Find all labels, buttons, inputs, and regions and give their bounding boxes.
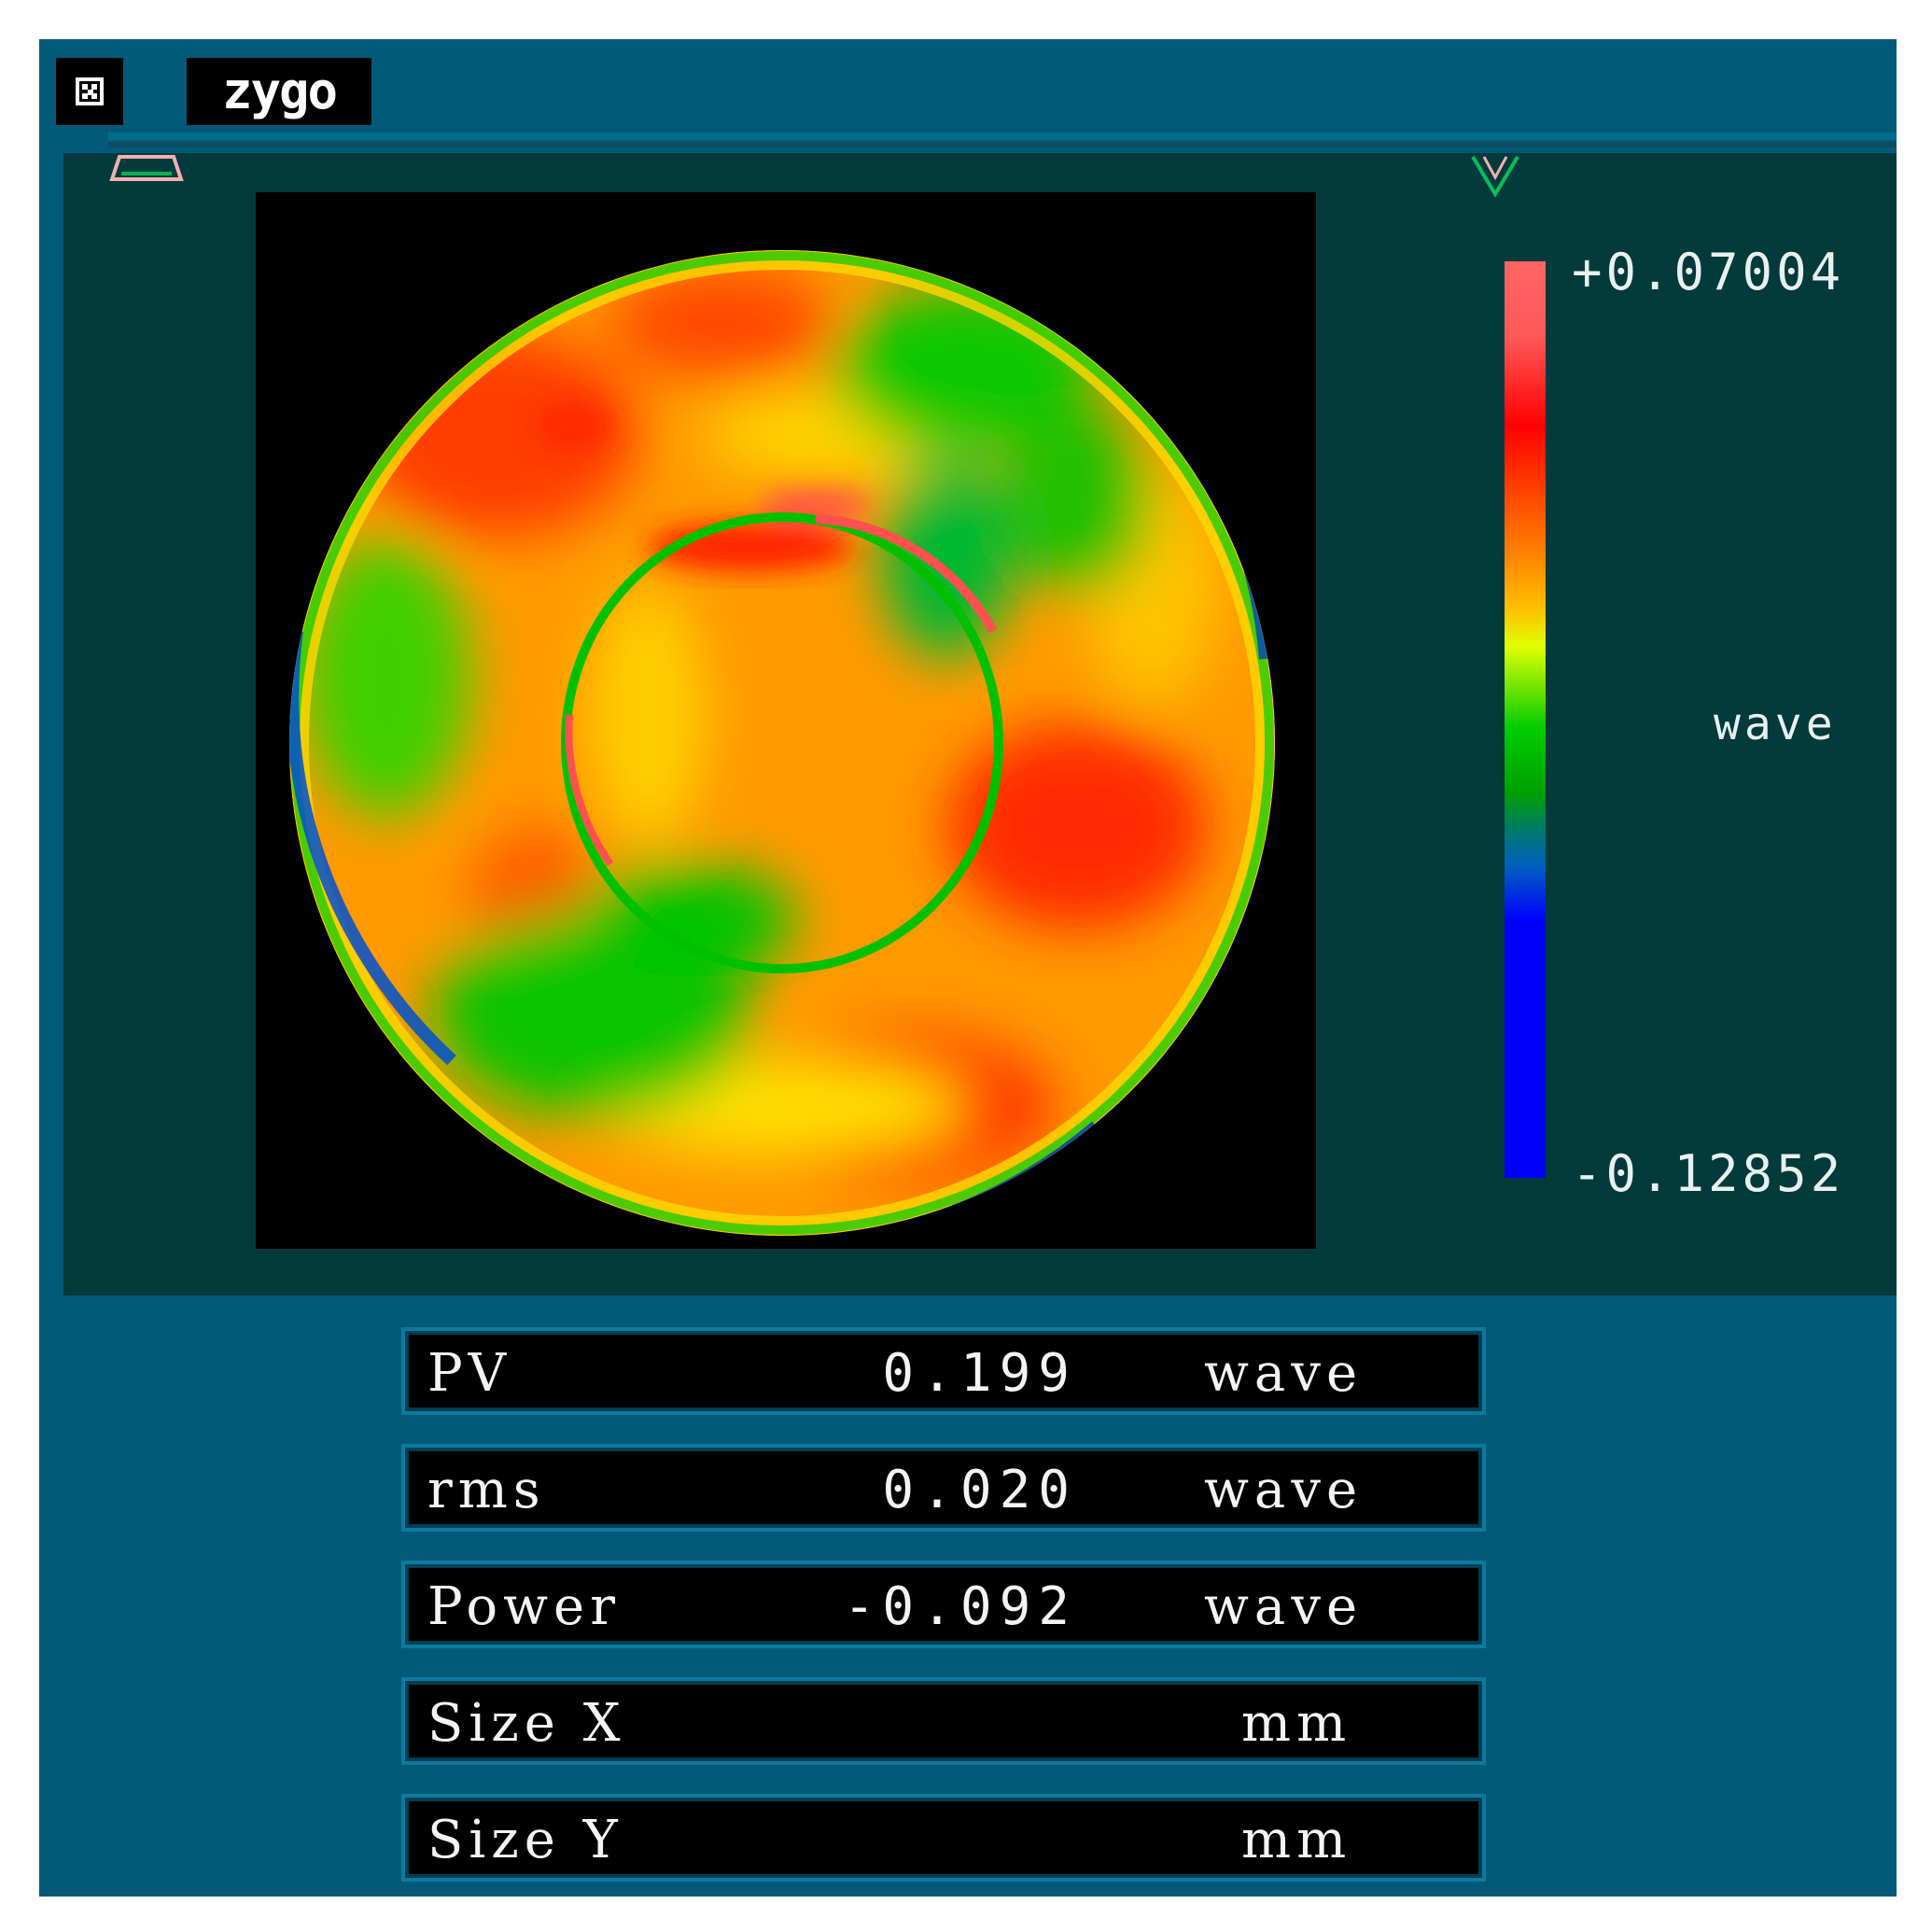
- result-unit: wave: [1204, 1576, 1364, 1637]
- result-row-pv: PV 0.199 wave: [401, 1327, 1486, 1415]
- result-label: Size X: [427, 1693, 626, 1754]
- title-bar: zygo: [39, 39, 1897, 131]
- result-label: Size Y: [427, 1810, 623, 1870]
- zygo-window: zygo: [39, 39, 1897, 1897]
- window-menu-button[interactable]: [56, 58, 123, 125]
- title-divider: [108, 133, 1897, 140]
- result-unit: mm: [1241, 1693, 1352, 1754]
- result-unit: wave: [1204, 1460, 1364, 1520]
- result-row-power: Power -0.092 wave: [401, 1561, 1486, 1648]
- result-row-rms: rms 0.020 wave: [401, 1444, 1486, 1532]
- ring-surface: [289, 250, 1275, 1236]
- result-label: rms: [427, 1460, 546, 1520]
- surface-map-panel: +0.07004 wave -0.12852: [63, 153, 1897, 1295]
- result-row-size-x: Size X mm: [401, 1677, 1486, 1765]
- color-scale-min: -0.12852: [1572, 1144, 1845, 1203]
- color-scale-max: +0.07004: [1572, 243, 1845, 301]
- zygo-logo: zygo: [187, 58, 371, 125]
- result-value: 0.020: [882, 1460, 1077, 1520]
- result-label: Power: [427, 1576, 621, 1637]
- result-value: -0.092: [843, 1576, 1077, 1637]
- result-row-size-y: Size Y mm: [401, 1794, 1486, 1882]
- result-value: 0.199: [882, 1343, 1077, 1404]
- result-label: PV: [427, 1343, 512, 1404]
- color-scale-unit: wave: [1714, 698, 1837, 750]
- mask-marker-icon[interactable]: [105, 153, 189, 187]
- result-unit: mm: [1241, 1810, 1352, 1870]
- window-menu-icon: [76, 77, 104, 105]
- result-unit: wave: [1204, 1343, 1364, 1404]
- surface-map: [256, 192, 1316, 1249]
- surface-map-image: [289, 250, 1275, 1236]
- title-divider-shadow: [108, 142, 1897, 147]
- color-scale-bar: [1505, 261, 1546, 1178]
- cursor-marker-icon[interactable]: [1469, 153, 1521, 202]
